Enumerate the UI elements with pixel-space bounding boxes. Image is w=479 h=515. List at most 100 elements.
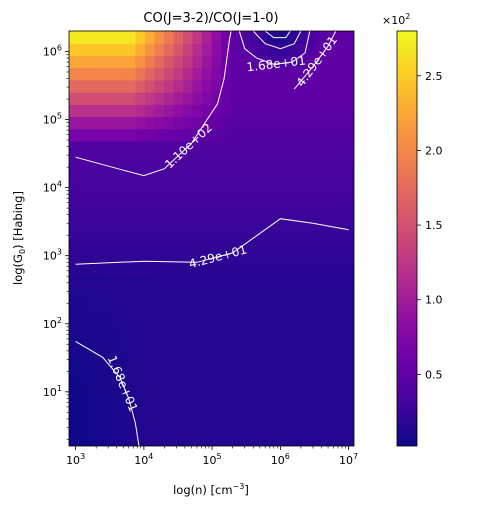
heatmap-cell [97,348,108,362]
heatmap-cell [135,79,146,93]
heatmap-cell [97,262,108,276]
heatmap-cell [69,323,80,337]
heatmap-cell [135,31,146,44]
heatmap-cell [154,323,165,337]
heatmap-cell [116,189,127,203]
heatmap-cell [306,275,317,288]
heatmap-cell [344,360,354,374]
heatmap-cell [202,116,213,130]
heatmap-cell [116,128,127,142]
heatmap-cell [240,250,251,264]
heatmap-cell [183,226,194,240]
heatmap-cell [69,384,80,398]
heatmap-cell [335,421,346,435]
heatmap-cell [306,140,317,154]
heatmap-cell [78,214,89,227]
heatmap-cell [335,360,346,374]
heatmap-cell [88,421,99,435]
heatmap-cell [306,336,317,349]
heatmap-cell [97,238,108,252]
heatmap-cell [316,323,327,337]
heatmap-cell [78,323,89,337]
heatmap-cell [335,165,346,179]
heatmap-cell [88,348,99,362]
heatmap-cell [173,55,184,69]
heatmap-cell [183,433,194,446]
heatmap-cell [316,92,327,105]
heatmap-cell [344,55,354,69]
heatmap-cell [88,336,99,349]
heatmap-cell [202,360,213,374]
heatmap-cell [278,384,289,398]
heatmap-cell [183,360,194,374]
heatmap-cell [88,189,99,203]
heatmap-cell [221,397,232,410]
heatmap-cell [164,67,175,81]
heatmap-cell [287,287,298,301]
heatmap-cell [297,421,308,435]
heatmap-cell [268,250,279,264]
heatmap-cell [97,323,108,337]
heatmap-cell [287,397,298,410]
heatmap-cell [259,128,270,142]
heatmap-cell [202,238,213,252]
heatmap-cell [240,348,251,362]
heatmap-cell [88,31,99,44]
heatmap-cell [325,397,336,410]
heatmap-cell [154,287,165,301]
heatmap-cell [240,421,251,435]
heatmap-cell [145,226,156,240]
heatmap-cell [78,433,89,446]
heatmap-cell [88,409,99,423]
heatmap-cell [88,275,99,288]
heatmap-cell [306,92,317,105]
heatmap-cell [287,262,298,276]
heatmap-cell [306,55,317,69]
colorbar-tick-label: 1.0 [425,294,443,307]
heatmap-cell [230,226,241,240]
heatmap-cell [278,299,289,313]
heatmap-cell [211,214,222,227]
heatmap-cell [69,262,80,276]
heatmap-cell [268,104,279,118]
heatmap-cell [78,262,89,276]
heatmap-cell [240,311,251,325]
heatmap-cell [211,336,222,349]
heatmap-cell [126,360,137,374]
heatmap-cell [278,128,289,142]
heatmap-cell [240,323,251,337]
heatmap-cell [183,201,194,215]
heatmap-cell [192,177,203,191]
heatmap-cell [88,397,99,410]
heatmap-cell [230,43,241,57]
heatmap-cell [211,79,222,93]
heatmap-cell [268,372,279,386]
heatmap-cell [325,238,336,252]
contour-line [252,31,302,50]
heatmap-cell [145,31,156,44]
heatmap-cell [97,433,108,446]
heatmap-cell [240,128,251,142]
heatmap-cell [221,165,232,179]
heatmap-cell [335,79,346,93]
heatmap-cell [116,238,127,252]
heatmap-cell [344,287,354,301]
heatmap-cell [183,299,194,313]
heatmap-cell [278,104,289,118]
heatmap-cell [126,348,137,362]
heatmap-cell [202,287,213,301]
heatmap-cell [145,348,156,362]
heatmap-cell [107,116,118,130]
heatmap-cell [230,153,241,166]
heatmap-cell [107,323,118,337]
heatmap-cell [202,299,213,313]
heatmap-cell [192,128,203,142]
heatmap-cell [154,116,165,130]
heatmap-cell [126,165,137,179]
heatmap-cell [202,323,213,337]
heatmap-cell [183,104,194,118]
heatmap-cell [230,336,241,349]
heatmap-cell [192,214,203,227]
y-tick-label: 102 [43,316,62,331]
heatmap-cell [259,421,270,435]
